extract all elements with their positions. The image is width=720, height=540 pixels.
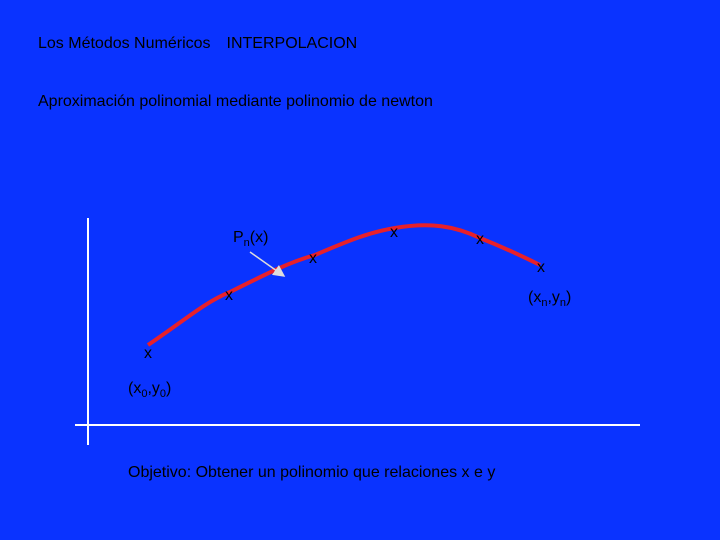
- point-marks: x x x x x x: [144, 224, 545, 362]
- curve-label: Pn(x): [233, 229, 268, 249]
- subtitle: Aproximación polinomial mediante polinom…: [38, 93, 433, 110]
- start-label: (x0,y0): [128, 380, 171, 400]
- point-mark: x: [309, 250, 317, 267]
- label-part: (x: [128, 380, 141, 397]
- point-mark: x: [225, 287, 233, 304]
- title-text: Los Métodos Numéricos: [38, 35, 211, 52]
- label-part: ): [166, 380, 171, 397]
- objective: Objetivo: Obtener un polinomio que relac…: [128, 464, 495, 481]
- label-part: (x: [528, 289, 541, 306]
- label-part: ,y: [147, 380, 159, 397]
- point-mark: x: [390, 224, 398, 241]
- curve-label-base: P: [233, 229, 244, 246]
- end-label: (xn,yn): [528, 289, 571, 309]
- subscript: n: [560, 297, 566, 309]
- subscript: 0: [141, 388, 147, 400]
- point-mark: x: [476, 231, 484, 248]
- curve-label-tail: (x): [250, 229, 269, 246]
- point-mark: x: [144, 345, 152, 362]
- subscript: 0: [160, 388, 166, 400]
- point-mark: x: [537, 259, 545, 276]
- label-part: ,y: [547, 289, 559, 306]
- label-arrow: [249, 251, 286, 277]
- label-part: ): [566, 289, 571, 306]
- topic-text: INTERPOLACION: [227, 35, 358, 52]
- subscript: n: [541, 297, 547, 309]
- interpolating-curve: [146, 223, 541, 347]
- title: Los Métodos Numéricos INTERPOLACION: [38, 35, 357, 52]
- curve-label-sub: n: [244, 237, 250, 249]
